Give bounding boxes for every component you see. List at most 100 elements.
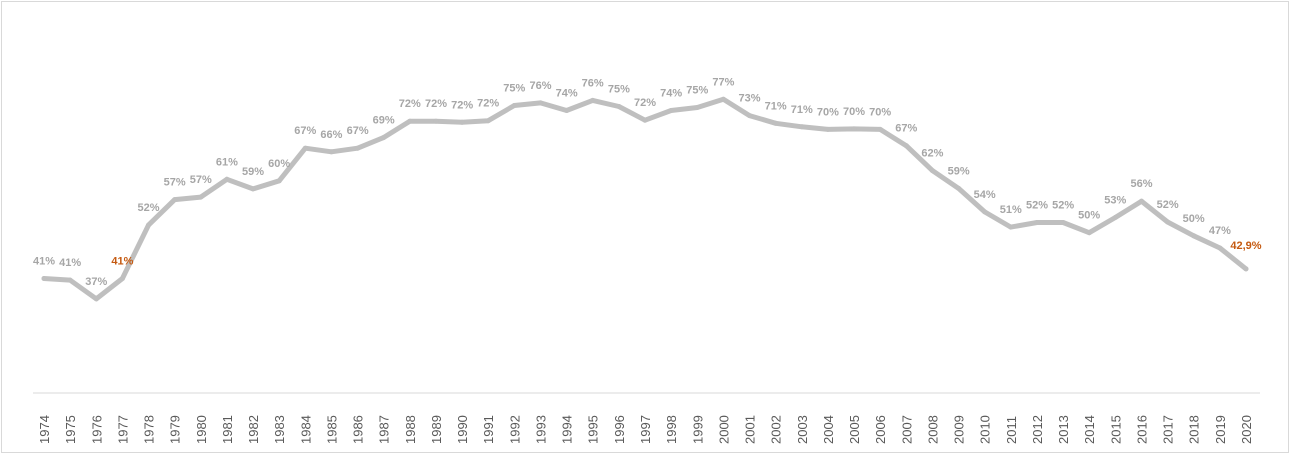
data-point-2010 bbox=[982, 209, 988, 215]
data-label-1986: 67% bbox=[347, 125, 369, 137]
data-label-1987: 69% bbox=[373, 115, 395, 127]
data-label-2016: 56% bbox=[1130, 178, 1152, 190]
data-label-1993: 76% bbox=[529, 80, 551, 92]
data-label-1980: 57% bbox=[190, 174, 212, 186]
data-point-1997 bbox=[642, 117, 648, 123]
data-label-2005: 70% bbox=[843, 106, 865, 118]
x-tick-2005: 2005 bbox=[847, 415, 862, 444]
x-tick-1991: 1991 bbox=[481, 415, 496, 444]
data-point-1989 bbox=[433, 118, 439, 124]
data-labels: 41% 41% 37% 41% 52% 57% 57% 61% 59% 60% 67% 66% 67% 6… bbox=[33, 76, 1262, 288]
x-tick-2001: 2001 bbox=[743, 415, 758, 444]
data-point-1988 bbox=[407, 118, 413, 124]
x-tick-2019: 2019 bbox=[1213, 415, 1228, 444]
x-tick-2018: 2018 bbox=[1187, 415, 1202, 444]
data-label-1983: 60% bbox=[268, 158, 290, 170]
data-label-2011: 51% bbox=[1000, 204, 1022, 216]
data-point-1980 bbox=[198, 194, 204, 200]
data-point-1981 bbox=[224, 176, 230, 182]
x-tick-2020: 2020 bbox=[1239, 415, 1254, 444]
x-tick-2014: 2014 bbox=[1082, 415, 1097, 444]
data-label-1997: 72% bbox=[634, 97, 656, 109]
x-tick-1983: 1983 bbox=[272, 415, 287, 444]
data-label-2017: 52% bbox=[1157, 199, 1179, 211]
x-tick-2017: 2017 bbox=[1161, 415, 1176, 444]
data-point-2019 bbox=[1217, 245, 1223, 251]
x-tick-2003: 2003 bbox=[795, 415, 810, 444]
data-point-1985 bbox=[328, 149, 334, 155]
data-point-2006 bbox=[877, 126, 883, 132]
x-tick-1993: 1993 bbox=[534, 415, 549, 444]
data-point-2001 bbox=[747, 113, 752, 119]
x-tick-1997: 1997 bbox=[638, 415, 653, 444]
data-label-1978: 52% bbox=[137, 202, 159, 214]
data-point-1993 bbox=[538, 100, 543, 106]
data-point-2018 bbox=[1191, 233, 1197, 239]
data-label-1999: 75% bbox=[686, 85, 708, 97]
data-points bbox=[41, 96, 1249, 302]
x-tick-1986: 1986 bbox=[351, 415, 366, 444]
data-point-1983 bbox=[276, 178, 282, 184]
data-point-1991 bbox=[485, 118, 491, 124]
data-label-2019: 47% bbox=[1209, 225, 1231, 237]
data-point-2014 bbox=[1086, 230, 1092, 236]
x-tick-1975: 1975 bbox=[63, 415, 78, 444]
data-label-2018: 50% bbox=[1183, 213, 1205, 225]
data-label-1990: 72% bbox=[451, 99, 473, 111]
data-label-2012: 52% bbox=[1026, 200, 1048, 212]
x-tick-1978: 1978 bbox=[142, 415, 157, 444]
data-label-1982: 59% bbox=[242, 166, 264, 178]
data-label-2008: 62% bbox=[921, 148, 943, 160]
data-point-1974 bbox=[41, 276, 47, 281]
data-point-2000 bbox=[720, 96, 726, 102]
data-point-1975 bbox=[67, 277, 73, 283]
x-tick-1987: 1987 bbox=[377, 415, 392, 444]
data-label-1991: 72% bbox=[477, 98, 499, 110]
data-label-2007: 67% bbox=[895, 123, 917, 135]
data-point-2013 bbox=[1060, 220, 1066, 225]
data-point-1986 bbox=[355, 145, 361, 151]
x-tick-2008: 2008 bbox=[925, 415, 940, 444]
data-point-2011 bbox=[1008, 224, 1014, 230]
data-label-1985: 66% bbox=[320, 129, 342, 141]
x-tick-1994: 1994 bbox=[560, 415, 575, 444]
data-label-2009: 59% bbox=[948, 165, 970, 177]
data-label-1977: 41% bbox=[111, 256, 133, 268]
data-point-1984 bbox=[302, 145, 308, 151]
x-tick-1992: 1992 bbox=[507, 415, 522, 444]
data-point-2008 bbox=[929, 168, 935, 174]
data-label-1994: 74% bbox=[556, 88, 578, 100]
data-label-2013: 52% bbox=[1052, 200, 1074, 212]
x-tick-2004: 2004 bbox=[821, 415, 836, 444]
x-tick-2006: 2006 bbox=[873, 415, 888, 444]
x-tick-2012: 2012 bbox=[1030, 415, 1045, 444]
x-tick-2007: 2007 bbox=[899, 415, 914, 444]
x-tick-1977: 1977 bbox=[115, 415, 130, 444]
data-point-2012 bbox=[1034, 220, 1040, 225]
data-point-2007 bbox=[903, 143, 909, 149]
data-label-1989: 72% bbox=[425, 98, 447, 110]
x-tick-2010: 2010 bbox=[978, 415, 993, 444]
data-point-1990 bbox=[459, 119, 465, 125]
x-tick-1982: 1982 bbox=[246, 415, 261, 444]
data-label-2000: 77% bbox=[712, 76, 734, 88]
data-point-1996 bbox=[616, 104, 622, 109]
x-tick-1988: 1988 bbox=[403, 415, 418, 444]
data-label-1975: 41% bbox=[59, 257, 81, 269]
data-label-2001: 73% bbox=[738, 93, 760, 105]
data-label-1984: 67% bbox=[294, 125, 316, 137]
x-tick-labels: 1974 1975 1976 1977 1978 1979 1980 1981 1982 1983… bbox=[37, 415, 1254, 444]
data-point-2002 bbox=[773, 120, 779, 126]
x-tick-2009: 2009 bbox=[952, 415, 967, 444]
data-point-1987 bbox=[381, 135, 387, 140]
x-tick-1976: 1976 bbox=[89, 415, 104, 444]
x-tick-1979: 1979 bbox=[168, 415, 183, 444]
data-point-1998 bbox=[668, 108, 674, 113]
data-label-1995: 76% bbox=[582, 77, 604, 89]
x-tick-1999: 1999 bbox=[690, 415, 705, 444]
data-point-1976 bbox=[93, 296, 99, 302]
data-label-1974: 41% bbox=[33, 256, 55, 268]
x-tick-2000: 2000 bbox=[716, 415, 731, 444]
x-tick-1989: 1989 bbox=[429, 415, 444, 444]
